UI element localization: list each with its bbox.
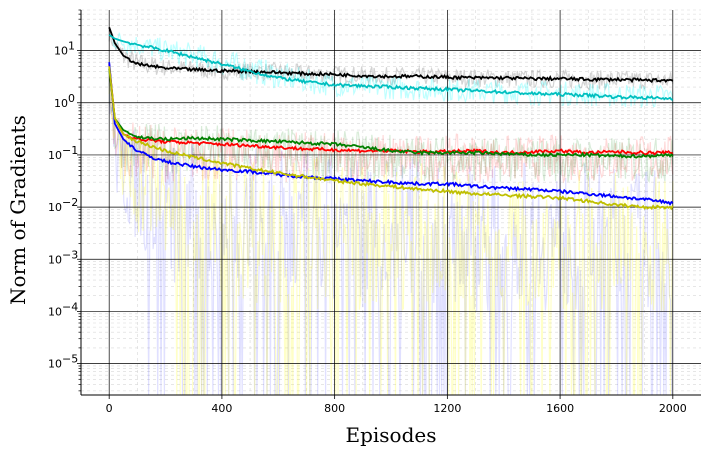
series-2-line — [108, 64, 674, 157]
y-tick-label: 10 — [54, 97, 68, 110]
series-4-band — [108, 75, 674, 395]
y-axis-label: Norm of Gradients — [6, 115, 30, 305]
y-tick-label: 10 — [48, 201, 62, 214]
y-tick-exponent: −5 — [62, 353, 78, 366]
axes — [80, 10, 701, 396]
series-lines — [108, 26, 674, 211]
series-4-line — [108, 62, 674, 206]
x-axis-label: Episodes — [345, 423, 436, 447]
y-tick-exponent: 0 — [68, 92, 75, 105]
x-tick-label: 1600 — [546, 402, 574, 415]
series-5-line — [108, 66, 674, 211]
y-tick-exponent: −2 — [62, 196, 78, 209]
y-tick-exponent: −3 — [62, 248, 78, 261]
x-tick-label: 400 — [211, 402, 232, 415]
y-tick-label: 10 — [48, 358, 62, 371]
major-gridlines — [81, 10, 701, 395]
y-tick-exponent: −1 — [62, 144, 78, 157]
x-tick-labels: 0 400 800 1200 1600 2000 — [106, 395, 687, 415]
series-0-line — [108, 26, 674, 84]
series-0-band — [108, 28, 674, 92]
x-tick-label: 800 — [324, 402, 345, 415]
x-tick-label: 1200 — [433, 402, 461, 415]
series-5-band — [108, 73, 674, 395]
series-3-line — [108, 68, 674, 159]
x-tick-label: 0 — [106, 402, 113, 415]
y-tick-label: 10 — [48, 149, 62, 162]
y-tick-exponent: 1 — [68, 40, 75, 53]
y-tick-label: 10 — [48, 305, 62, 318]
x-tick-label: 2000 — [659, 402, 687, 415]
series-1-line — [108, 34, 673, 101]
y-tick-label: 10 — [54, 45, 68, 58]
y-tick-exponent: −4 — [62, 300, 78, 313]
y-tick-label: 10 — [48, 253, 62, 266]
